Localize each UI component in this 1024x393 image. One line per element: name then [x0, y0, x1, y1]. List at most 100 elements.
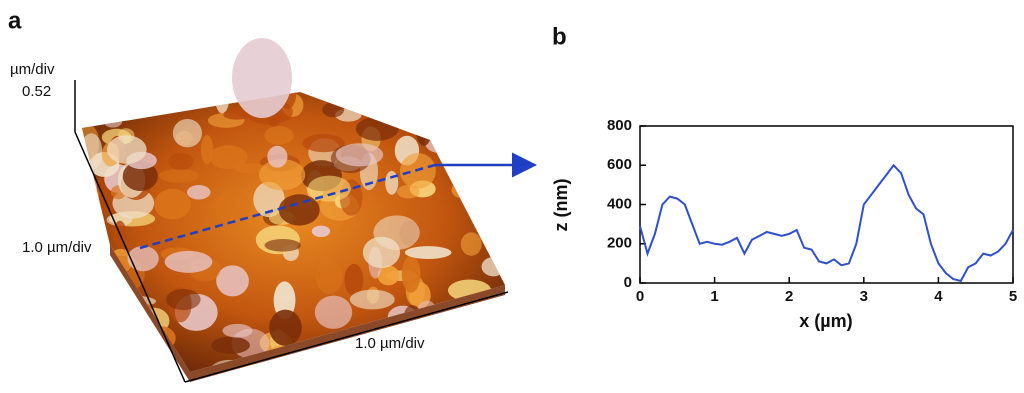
grain — [349, 348, 365, 372]
x-tick-label: 5 — [1009, 288, 1017, 305]
grain — [103, 116, 123, 128]
x-scale: 1.0 µm/div — [355, 335, 425, 352]
grain — [458, 159, 472, 174]
z-scale: 0.52 — [22, 83, 51, 100]
grain — [392, 100, 419, 119]
grain — [106, 100, 125, 120]
grain — [462, 310, 477, 334]
grain — [186, 185, 211, 200]
grain — [104, 99, 147, 117]
panel-label: a — [8, 7, 22, 34]
grain — [267, 145, 288, 168]
grain — [259, 159, 306, 191]
grain — [273, 281, 296, 320]
grain — [481, 178, 505, 215]
grain — [106, 135, 147, 164]
grain — [481, 256, 505, 277]
grain — [454, 109, 493, 139]
grain — [222, 323, 253, 338]
grain — [401, 255, 421, 293]
grain — [102, 340, 146, 372]
grain — [97, 334, 131, 356]
grain — [264, 238, 301, 252]
grain — [234, 163, 268, 174]
grain — [447, 131, 494, 163]
grain — [466, 163, 505, 193]
grain — [223, 109, 251, 120]
grain — [486, 341, 505, 357]
y-tick-label: 0 — [624, 274, 632, 291]
surface-edge — [110, 245, 505, 382]
grain — [269, 309, 302, 346]
grain — [113, 338, 150, 363]
grain — [344, 263, 364, 296]
panel-label: b — [552, 23, 567, 50]
grain — [119, 321, 156, 332]
x-axis-label: x (µm) — [799, 311, 852, 331]
grain — [460, 232, 482, 256]
grain — [99, 92, 131, 113]
grain — [122, 161, 158, 192]
grain — [314, 295, 353, 329]
grain — [377, 265, 400, 286]
grain — [154, 188, 191, 220]
grain — [362, 236, 401, 269]
y-tick-label: 400 — [607, 195, 632, 212]
grain — [113, 333, 134, 354]
grain — [428, 354, 455, 372]
grain — [448, 346, 475, 372]
grain — [476, 92, 501, 100]
grain — [164, 250, 213, 273]
grain — [82, 183, 100, 206]
grain — [397, 185, 420, 199]
grain — [438, 92, 452, 118]
peak — [232, 38, 292, 118]
grain — [111, 284, 134, 321]
grain — [307, 175, 351, 202]
grain — [311, 225, 331, 238]
grain — [451, 181, 473, 199]
grain — [200, 135, 214, 165]
grain — [477, 108, 505, 121]
grain — [357, 92, 402, 102]
grain — [355, 116, 399, 141]
grain — [476, 172, 505, 197]
x-axis — [184, 291, 509, 383]
grain — [215, 92, 230, 114]
grain — [490, 136, 505, 147]
grain — [172, 118, 202, 148]
grain — [103, 341, 125, 372]
grain — [216, 265, 249, 297]
grain — [99, 305, 146, 327]
y-axis-label: z (nm) — [551, 179, 571, 232]
grain — [158, 168, 200, 183]
grain — [385, 170, 399, 195]
grain — [82, 226, 95, 237]
grain — [255, 359, 300, 372]
grain — [495, 207, 505, 241]
grain — [165, 288, 201, 311]
grain — [83, 258, 101, 276]
x-tick-label: 3 — [860, 288, 868, 305]
y-tick-label: 600 — [607, 156, 632, 173]
grain — [211, 336, 250, 354]
grain — [453, 112, 481, 129]
z-unit: µm/div — [10, 61, 55, 78]
grain — [467, 352, 484, 372]
x-tick-label: 1 — [710, 288, 718, 305]
x-tick-label: 2 — [785, 288, 793, 305]
grain — [278, 194, 320, 226]
grain — [318, 345, 332, 365]
y-scale: 1.0 µm/div — [22, 239, 92, 256]
grain — [472, 313, 505, 330]
grain — [485, 228, 500, 250]
grain — [118, 92, 157, 111]
grain — [127, 245, 159, 272]
grain — [253, 181, 285, 218]
y-tick-label: 800 — [607, 117, 632, 134]
x-tick-label: 0 — [636, 288, 644, 305]
grain — [82, 365, 99, 372]
grain — [130, 92, 174, 110]
